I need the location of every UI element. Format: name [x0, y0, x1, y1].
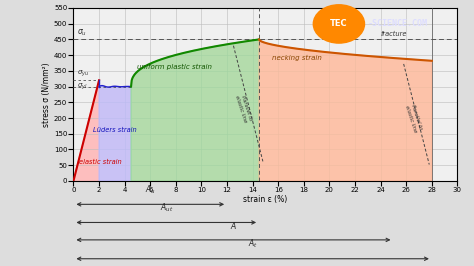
Text: $\sigma_{yl}$: $\sigma_{yl}$ — [77, 81, 87, 92]
Text: $\sigma_u$: $\sigma_u$ — [77, 27, 87, 38]
Text: Parallel to
elastic line: Parallel to elastic line — [234, 93, 253, 124]
Text: $A_{ut}$: $A_{ut}$ — [160, 201, 173, 214]
Polygon shape — [99, 86, 131, 181]
Text: -SCIENCE.COM: -SCIENCE.COM — [367, 19, 428, 28]
Text: elastic strain: elastic strain — [79, 159, 121, 165]
Text: $A_t$: $A_t$ — [248, 238, 257, 250]
Polygon shape — [259, 39, 432, 181]
Text: Lüders strain: Lüders strain — [92, 127, 137, 133]
Polygon shape — [131, 39, 259, 181]
Y-axis label: stress σ (N/mm²): stress σ (N/mm²) — [42, 62, 51, 127]
X-axis label: strain ε (%): strain ε (%) — [243, 194, 288, 203]
Polygon shape — [73, 80, 99, 181]
Text: fracture: fracture — [381, 31, 407, 37]
Text: necking strain: necking strain — [272, 55, 322, 61]
Polygon shape — [73, 39, 432, 181]
Text: Parallel to
elastic line: Parallel to elastic line — [404, 103, 423, 133]
Text: $\sigma_{yu}$: $\sigma_{yu}$ — [77, 69, 89, 79]
Text: $A$: $A$ — [230, 220, 237, 231]
Text: TEC: TEC — [330, 19, 348, 28]
Circle shape — [313, 5, 365, 43]
Text: uniform plastic strain: uniform plastic strain — [137, 64, 212, 70]
Text: $A_u$: $A_u$ — [145, 183, 155, 196]
